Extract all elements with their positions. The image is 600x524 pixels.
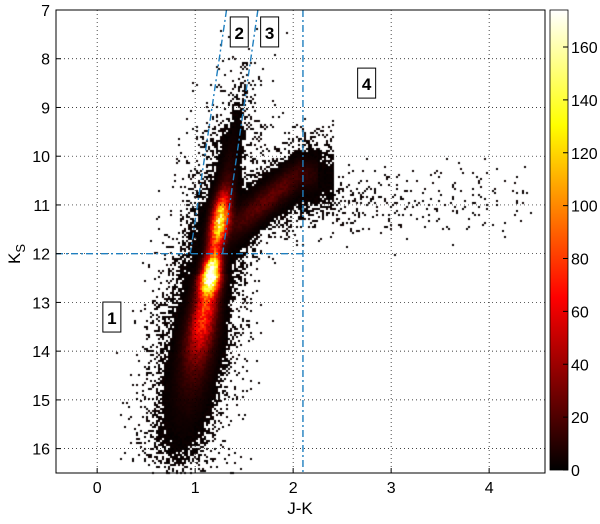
- x-tick-label: 0: [93, 480, 102, 497]
- boundary-line: [189, 9, 228, 254]
- svg-text:KS: KS: [5, 244, 28, 264]
- y-axis-label: KS: [5, 244, 28, 264]
- colorbar: [549, 9, 569, 471]
- colorbar-tick-label: 140: [571, 93, 598, 110]
- grid-lines: [56, 9, 545, 473]
- x-tick-label: 4: [485, 480, 494, 497]
- y-tick-label: 7: [41, 3, 50, 20]
- y-tick-label: 16: [32, 442, 50, 459]
- colorbar-tick-label: 40: [571, 357, 589, 374]
- colorbar-tick-label: 100: [571, 199, 598, 216]
- colorbar-tick-label: 120: [571, 146, 598, 163]
- y-tick-label: 10: [32, 149, 50, 166]
- region-boundaries: [56, 9, 304, 473]
- x-tick-label: 3: [387, 480, 396, 497]
- y-tick-label: 8: [41, 52, 50, 69]
- region-label: 4: [362, 75, 372, 94]
- x-tick-label: 2: [289, 480, 298, 497]
- colorbar-tick-label: 60: [571, 304, 589, 321]
- region-label-box: [102, 301, 122, 333]
- x-axis-label: J-K: [287, 499, 313, 518]
- y-axis-label-subscript: S: [13, 244, 28, 253]
- region-label-box: [229, 16, 249, 48]
- y-tick-label: 11: [33, 198, 50, 215]
- y-tick-label: 14: [32, 344, 50, 361]
- region-labels: 1 2 3 4: [102, 16, 377, 333]
- region-label-box: [357, 67, 377, 99]
- colorbar-ticks: 0 20 40 60 80 100 120 140 160: [563, 40, 598, 480]
- region-label-box: [260, 16, 280, 48]
- colorbar-tick-label: 20: [571, 410, 589, 427]
- y-axis-label-main: K: [5, 252, 24, 264]
- y-tick-label: 12: [32, 247, 50, 264]
- region-label: 3: [265, 24, 274, 43]
- x-tick-label: 1: [191, 480, 200, 497]
- y-tick-label: 15: [32, 393, 50, 410]
- region-label: 1: [107, 309, 116, 328]
- y-tick-label: 13: [32, 295, 50, 312]
- region-label: 2: [235, 24, 244, 43]
- plot-frame: [55, 9, 546, 474]
- colorbar-tick-label: 0: [571, 463, 580, 480]
- y-tick-label: 9: [41, 100, 50, 117]
- colorbar-tick-label: 160: [571, 40, 598, 57]
- boundary-line: [221, 9, 259, 254]
- colorbar-tick-label: 80: [571, 252, 589, 269]
